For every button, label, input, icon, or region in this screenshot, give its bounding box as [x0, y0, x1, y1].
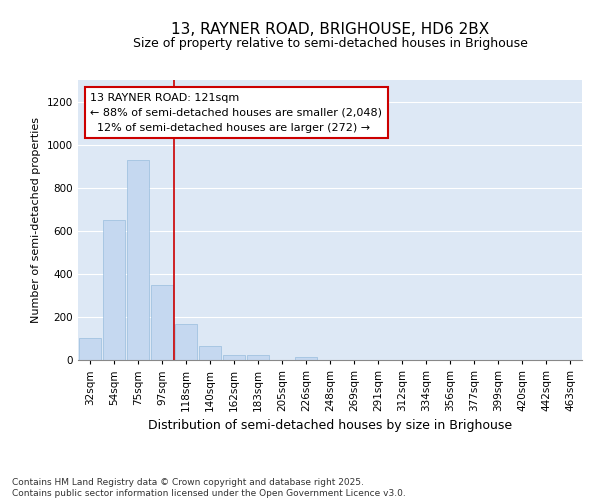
Text: Contains HM Land Registry data © Crown copyright and database right 2025.
Contai: Contains HM Land Registry data © Crown c…	[12, 478, 406, 498]
Text: 13, RAYNER ROAD, BRIGHOUSE, HD6 2BX: 13, RAYNER ROAD, BRIGHOUSE, HD6 2BX	[171, 22, 489, 38]
Bar	[295, 357, 317, 360]
Bar	[79, 338, 101, 360]
Bar	[103, 220, 125, 360]
Bar	[223, 354, 245, 360]
X-axis label: Distribution of semi-detached houses by size in Brighouse: Distribution of semi-detached houses by …	[148, 420, 512, 432]
Bar	[151, 284, 173, 360]
Bar	[247, 354, 269, 360]
Text: 13 RAYNER ROAD: 121sqm
← 88% of semi-detached houses are smaller (2,048)
  12% o: 13 RAYNER ROAD: 121sqm ← 88% of semi-det…	[90, 93, 382, 132]
Bar	[199, 346, 221, 360]
Bar	[175, 324, 197, 360]
Bar	[127, 160, 149, 360]
Text: Size of property relative to semi-detached houses in Brighouse: Size of property relative to semi-detach…	[133, 38, 527, 51]
Y-axis label: Number of semi-detached properties: Number of semi-detached properties	[31, 117, 41, 323]
